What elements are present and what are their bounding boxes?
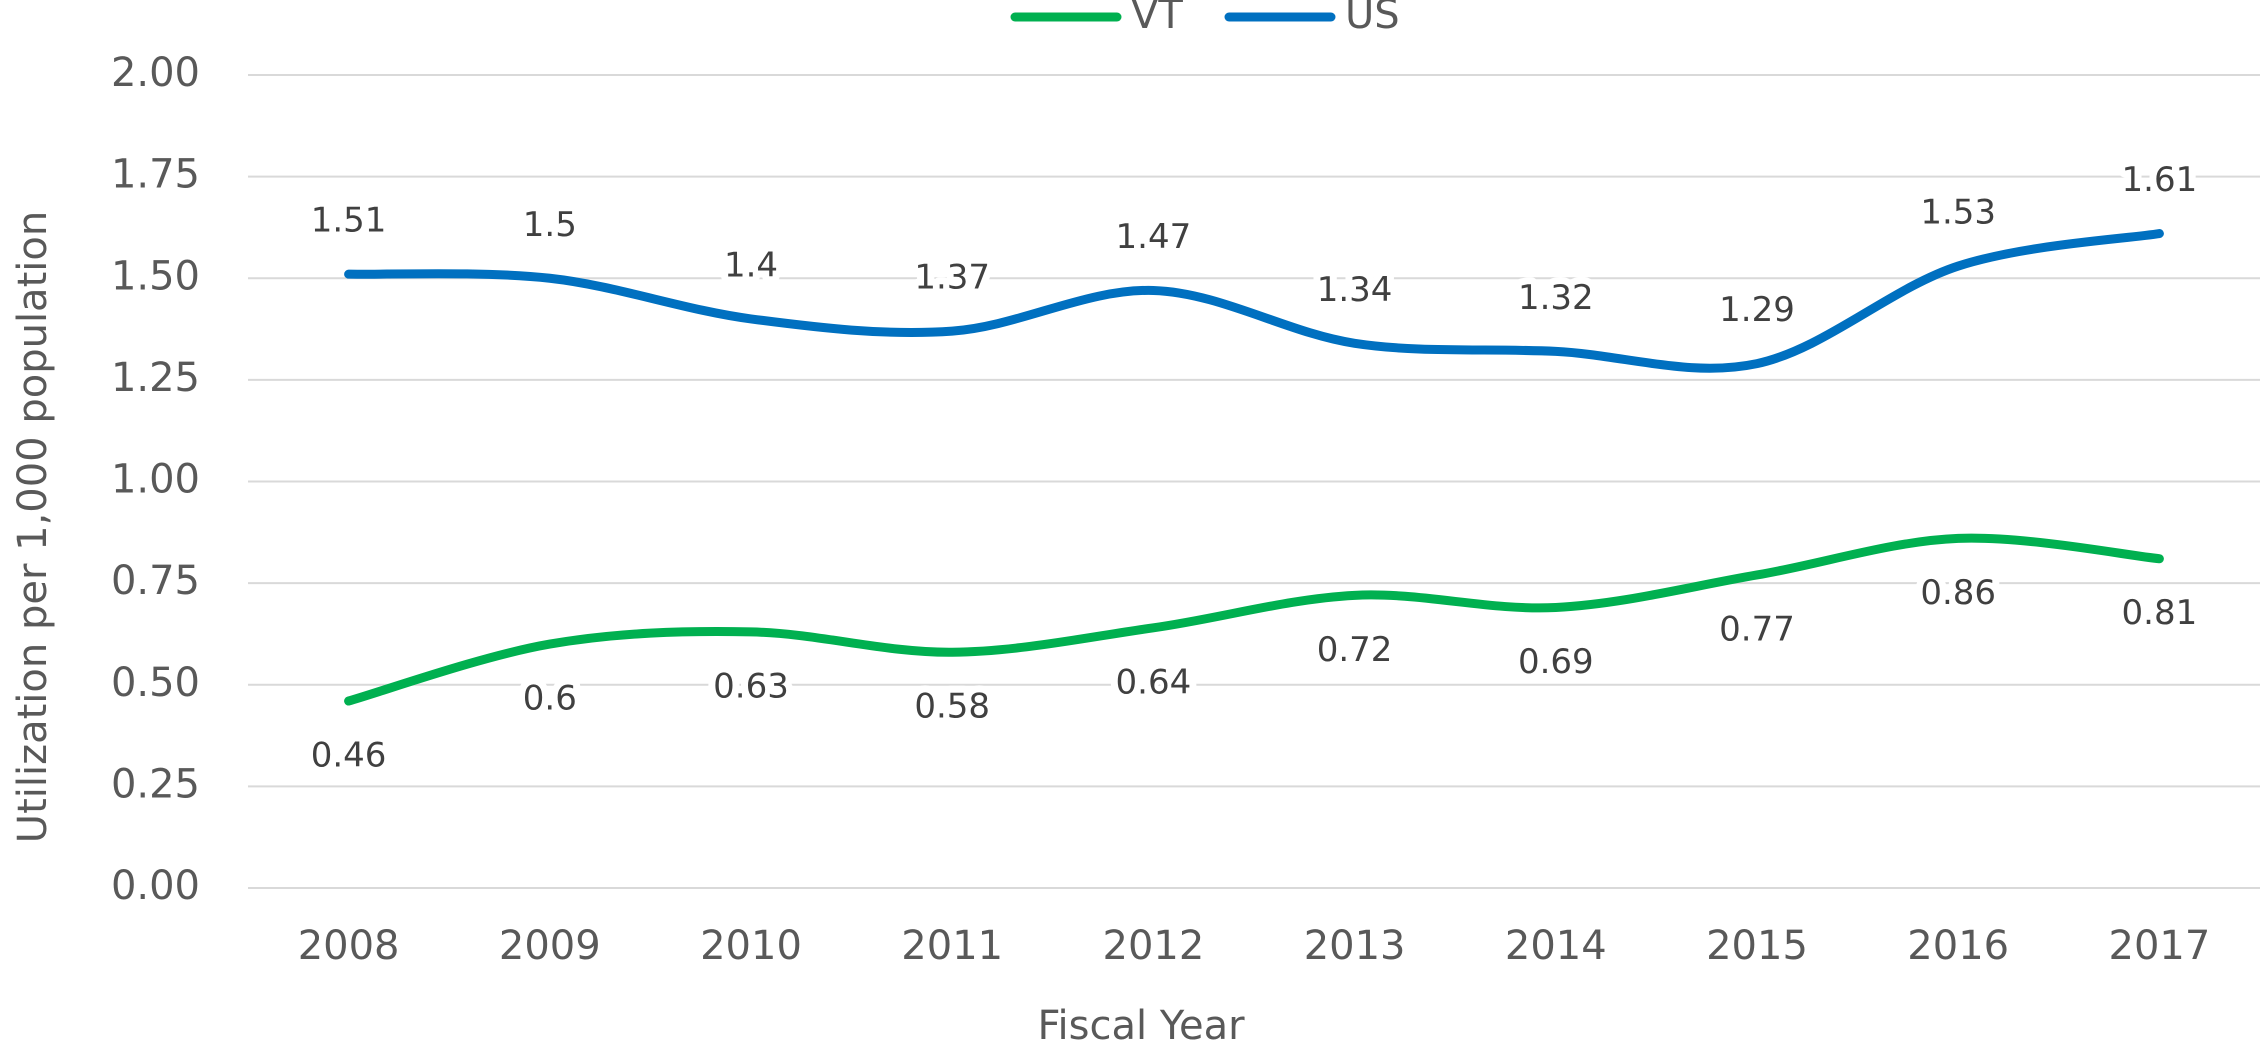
y-axis-title: Utilization per 1,000 population (10, 211, 56, 843)
data-label: 1.5 (523, 205, 577, 245)
data-label: 1.61 (2122, 160, 2198, 200)
data-label: 1.53 (1920, 193, 1996, 233)
legend-label: US (1345, 0, 1400, 38)
y-tick-label: 0.50 (111, 660, 200, 706)
x-axis-title: Fiscal Year (1037, 1003, 1245, 1049)
data-label: 1.34 (1317, 270, 1393, 310)
data-label: 1.47 (1116, 217, 1192, 257)
x-tick-label: 2011 (901, 923, 1003, 969)
data-label: 0.69 (1518, 642, 1594, 682)
x-tick-label: 2014 (1505, 923, 1607, 969)
data-label: 0.46 (311, 736, 387, 776)
line (344, 533, 2164, 706)
data-label: 1.37 (914, 258, 990, 298)
data-label: 0.64 (1116, 662, 1192, 702)
data-label: 0.63 (713, 666, 789, 706)
x-tick-label: 2017 (2109, 923, 2211, 969)
x-tick-label: 2009 (499, 923, 601, 969)
data-label: 0.81 (2122, 593, 2198, 633)
data-label: 1.51 (311, 201, 387, 241)
y-tick-label: 1.50 (111, 253, 200, 299)
data-label: 0.6 (523, 679, 577, 719)
data-label: 0.77 (1719, 609, 1795, 649)
y-tick-label: 0.00 (111, 863, 200, 909)
data-label: 0.58 (914, 687, 990, 727)
x-tick-label: 2016 (1907, 923, 2009, 969)
y-tick-label: 1.00 (111, 457, 200, 503)
y-tick-label: 0.25 (111, 761, 200, 807)
x-tick-label: 2010 (700, 923, 802, 969)
data-label: 0.72 (1317, 630, 1393, 670)
x-tick-label: 2008 (298, 923, 400, 969)
x-tick-label: 2013 (1304, 923, 1406, 969)
y-tick-label: 1.25 (111, 355, 200, 401)
y-tick-label: 2.00 (111, 50, 200, 96)
data-label: 0.86 (1920, 573, 1996, 613)
y-tick-label: 1.75 (111, 152, 200, 198)
legend-label: VT (1131, 0, 1183, 38)
x-tick-label: 2015 (1706, 923, 1808, 969)
data-label: 1.4 (724, 245, 778, 285)
data-label: 1.32 (1518, 278, 1594, 318)
line (344, 229, 2164, 373)
x-tick-label: 2012 (1103, 923, 1205, 969)
data-label: 1.29 (1719, 290, 1795, 330)
y-tick-label: 0.75 (111, 558, 200, 604)
